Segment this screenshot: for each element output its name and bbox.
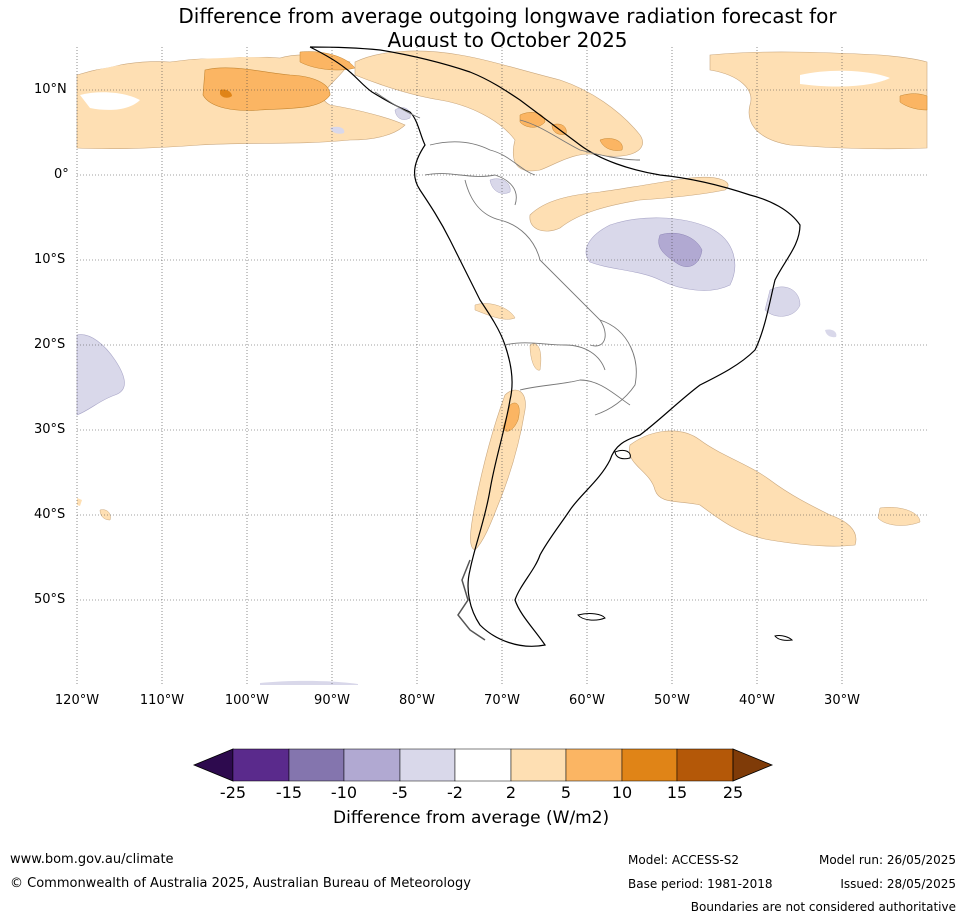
colorbar-tick: -15	[275, 783, 303, 802]
gridlines	[76, 47, 927, 685]
lat-label: 40°S	[34, 507, 66, 522]
lon-label: 80°W	[399, 693, 435, 708]
lat-label: 50°S	[34, 592, 66, 607]
model-run-text: Model run: 26/05/2025	[818, 853, 956, 867]
disclaimer-text: Boundaries are not considered authoritat…	[690, 900, 956, 914]
colorbar-swatch-9	[676, 748, 734, 782]
lon-label: 110°W	[139, 693, 185, 708]
colorbar-tick: -25	[219, 783, 247, 802]
lon-label: 90°W	[314, 693, 350, 708]
lat-label: 10°N	[34, 82, 67, 97]
colorbar-tick: 5	[560, 783, 572, 802]
country-borders	[374, 91, 641, 416]
lat-label: 0°	[54, 167, 69, 182]
lon-label: 100°W	[224, 693, 270, 708]
colorbar-swatch-4	[399, 748, 456, 782]
lon-label: 70°W	[484, 693, 520, 708]
lat-label: 10°S	[34, 252, 66, 267]
colorbar-tick: -10	[330, 783, 358, 802]
colorbar-title: Difference from average (W/m2)	[333, 808, 610, 828]
coastline	[309, 46, 801, 647]
colorbar-swatch-8	[621, 748, 678, 782]
issued-text: Issued: 28/05/2025	[840, 877, 956, 891]
colorbar-swatch-5	[454, 748, 512, 782]
website-link[interactable]: www.bom.gov.au/climate	[10, 852, 174, 867]
colorbar-tick: 2	[505, 783, 517, 802]
colorbar-swatch-2	[288, 748, 345, 782]
negative-anomaly-areas	[76, 107, 837, 685]
base-period-text: Base period: 1981-2018	[628, 877, 773, 891]
lon-label: 120°W	[54, 693, 100, 708]
colorbar-extend-high	[732, 748, 774, 782]
islands	[577, 449, 794, 641]
model-text: Model: ACCESS-S2	[628, 853, 740, 867]
positive-anomaly-areas	[76, 47, 928, 551]
colorbar-swatch-7	[565, 748, 623, 782]
colorbar-swatch-6	[510, 748, 567, 782]
colorbar-tick: -5	[392, 783, 408, 802]
lon-label: 40°W	[739, 693, 775, 708]
colorbar-extend-low	[192, 748, 234, 782]
colorbar-tick: -2	[447, 783, 463, 802]
colorbar	[192, 748, 774, 782]
lon-label: 50°W	[654, 693, 690, 708]
map-panel	[76, 46, 928, 685]
lon-label: 60°W	[569, 693, 605, 708]
copyright-text: © Commonwealth of Australia 2025, Austra…	[10, 876, 471, 891]
title-line-1: Difference from average outgoing longwav…	[178, 4, 837, 28]
colorbar-tick: 15	[666, 783, 688, 802]
lon-label: 30°W	[824, 693, 860, 708]
lat-label: 20°S	[34, 337, 66, 352]
colorbar-tick: 10	[611, 783, 633, 802]
colorbar-tick: 25	[722, 783, 744, 802]
southern-fjords	[457, 559, 486, 641]
colorbar-swatch-1	[232, 748, 290, 782]
colorbar-swatch-3	[343, 748, 401, 782]
lat-label: 30°S	[34, 422, 66, 437]
map-title: Difference from average outgoing longwav…	[0, 4, 965, 52]
